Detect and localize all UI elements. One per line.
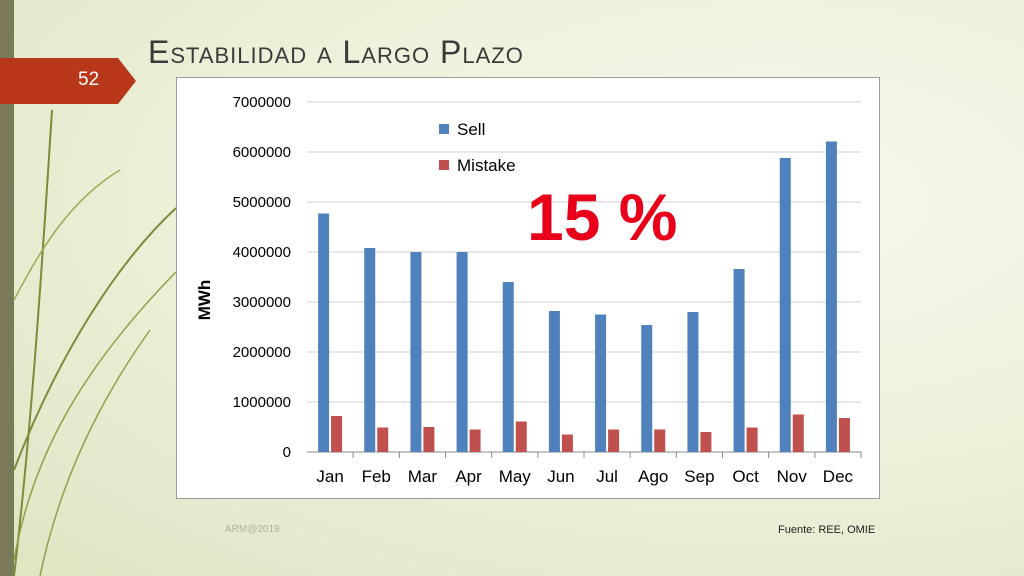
chart-grid — [307, 101, 861, 453]
y-tick-label: 7000000 — [233, 94, 291, 111]
y-tick-label: 5000000 — [233, 194, 291, 211]
y-tick-label: 6000000 — [233, 144, 291, 161]
sell-bar-oct — [733, 269, 745, 452]
x-tick-label: Ago — [638, 467, 668, 486]
mistake-bar-jun — [561, 434, 573, 452]
sell-bar-jul — [595, 314, 607, 452]
overlay-percentage: 15 % — [527, 180, 677, 254]
y-axis-label: MWh — [195, 280, 214, 321]
mistake-bar-feb — [377, 427, 389, 452]
sell-bar-feb — [364, 248, 376, 452]
x-tick-label: Jun — [547, 467, 574, 486]
decorative-leaves — [13, 109, 177, 576]
x-tick-label: Dec — [823, 467, 854, 486]
x-tick-label: Mar — [408, 467, 438, 486]
mistake-bar-ago — [654, 429, 666, 452]
mistake-bar-nov — [792, 414, 804, 452]
sell-bar-jan — [318, 213, 330, 452]
sell-bar-nov — [779, 158, 791, 452]
page-number: 52 — [78, 69, 100, 90]
x-tick-label: Apr — [455, 467, 482, 486]
sell-bar-sep — [687, 312, 699, 452]
sell-bar-may — [502, 282, 514, 452]
sell-bar-mar — [410, 252, 422, 452]
mistake-bar-sep — [700, 432, 712, 452]
bar-chart: 0 1000000 2000000 3000000 4000000 5000000 6000… — [195, 94, 862, 486]
mistake-bar-apr — [469, 429, 481, 452]
slide-title: Estabilidad a Largo Plazo — [148, 34, 524, 70]
mistake-bar-may — [515, 421, 527, 452]
sell-bar-dec — [825, 141, 837, 452]
x-tick-label: Oct — [732, 467, 759, 486]
page-number-badge: 52 — [0, 58, 136, 104]
sell-bar-apr — [456, 252, 468, 452]
mistake-bar-oct — [746, 427, 758, 452]
y-axis-ticks: 0 1000000 2000000 3000000 4000000 5000000 6000… — [233, 94, 291, 461]
x-tick-label: Jul — [596, 467, 618, 486]
y-tick-label: 2000000 — [233, 344, 291, 361]
legend-label: Mistake — [457, 156, 516, 175]
x-tick-label: Sep — [684, 467, 714, 486]
left-accent-bar — [0, 0, 14, 576]
legend-swatch — [439, 160, 449, 170]
y-tick-label: 0 — [283, 444, 291, 461]
sell-bar-ago — [641, 325, 653, 452]
mistake-bar-mar — [423, 427, 435, 452]
y-tick-label: 4000000 — [233, 244, 291, 261]
chart-bars — [318, 141, 850, 452]
mistake-bar-jul — [608, 429, 620, 452]
chart-legend: Sell Mistake — [439, 120, 516, 175]
y-tick-label: 1000000 — [233, 394, 291, 411]
x-tick-label: May — [499, 467, 532, 486]
mistake-bar-jan — [331, 416, 343, 452]
legend-label: Sell — [457, 120, 485, 139]
sell-bar-jun — [548, 311, 560, 452]
legend-swatch — [439, 124, 449, 134]
chart-container: 0 1000000 2000000 3000000 4000000 5000000 6000… — [176, 77, 880, 499]
x-tick-label: Feb — [362, 467, 391, 486]
y-tick-label: 3000000 — [233, 294, 291, 311]
x-tick-label: Nov — [777, 467, 808, 486]
mistake-bar-dec — [838, 418, 850, 452]
footer-copyright: ARM@2019 — [225, 524, 280, 535]
x-tick-label: Jan — [316, 467, 343, 486]
footer-source: Fuente: REE, OMIE — [778, 524, 876, 536]
x-axis-ticks: Jan Feb Mar Apr May Jun Jul Ago Sep Oct Nov Dec — [316, 452, 862, 486]
